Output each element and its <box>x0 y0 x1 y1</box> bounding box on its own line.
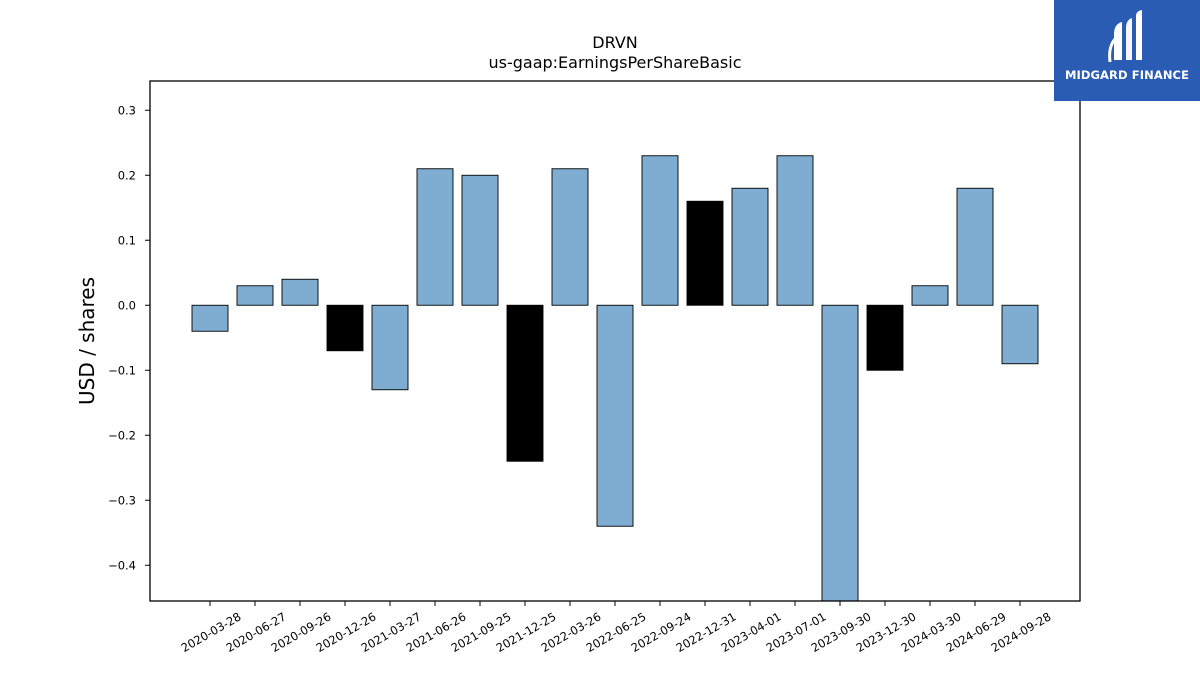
bar-2020-03-28 <box>191 304 229 332</box>
bar-2023-07-01 <box>776 155 814 306</box>
chart-subtitle: us-gaap:EarningsPerShareBasic <box>488 53 741 72</box>
bar-2024-03-30 <box>911 285 949 306</box>
logo-text: MIDGARD FINANCE <box>1064 68 1190 82</box>
bar-2023-09-30 <box>821 304 859 602</box>
bar-2020-06-27 <box>236 285 274 306</box>
bar-2022-12-31 <box>686 200 724 306</box>
chart-title: DRVN <box>592 33 637 52</box>
bar-2023-04-01 <box>731 187 769 306</box>
y-axis-label: USD / shares <box>75 277 99 405</box>
logo-mark-icon <box>1108 10 1142 63</box>
bar-2020-12-26 <box>326 304 364 352</box>
x-axis: 2020-03-282020-06-272020-09-262020-12-26… <box>179 601 1054 655</box>
bar-2024-09-28 <box>1001 304 1039 365</box>
y-tick-label: 0.3 <box>118 103 136 117</box>
bars-layer <box>191 155 1039 602</box>
bar-2021-12-25 <box>506 304 544 462</box>
y-axis: 0.3 0.2 0.1 0.0 −0.1 −0.2 −0.3 −0.4 <box>108 103 150 572</box>
y-tick-label: 0.2 <box>118 168 136 182</box>
y-tick-label: −0.1 <box>108 363 136 377</box>
plot-frame <box>149 80 1081 602</box>
y-tick-label: −0.2 <box>108 428 136 442</box>
midgard-finance-logo: MIDGARD FINANCE <box>1054 0 1200 101</box>
y-tick-label: −0.4 <box>108 558 136 572</box>
bar-2022-06-25 <box>596 304 634 527</box>
y-tick-label: −0.3 <box>108 493 136 507</box>
bar-2021-06-26 <box>416 168 454 306</box>
bar-2024-06-29 <box>956 187 994 306</box>
bar-2021-03-27 <box>371 304 409 391</box>
bar-2022-03-26 <box>551 168 589 306</box>
bar-2023-12-30 <box>866 304 904 371</box>
y-tick-label: 0.1 <box>118 233 136 247</box>
bar-2020-09-26 <box>281 278 319 306</box>
bar-2022-09-24 <box>641 155 679 306</box>
y-tick-label: 0.0 <box>118 298 136 312</box>
bar-2021-09-25 <box>461 174 499 306</box>
